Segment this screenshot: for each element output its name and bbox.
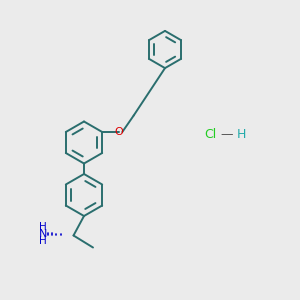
Text: H: H xyxy=(39,236,46,246)
Text: H: H xyxy=(39,222,46,233)
Text: O: O xyxy=(114,127,123,137)
Text: N: N xyxy=(38,229,47,239)
Text: H: H xyxy=(237,128,246,142)
Text: —: — xyxy=(220,128,233,142)
Text: Cl: Cl xyxy=(204,128,216,142)
